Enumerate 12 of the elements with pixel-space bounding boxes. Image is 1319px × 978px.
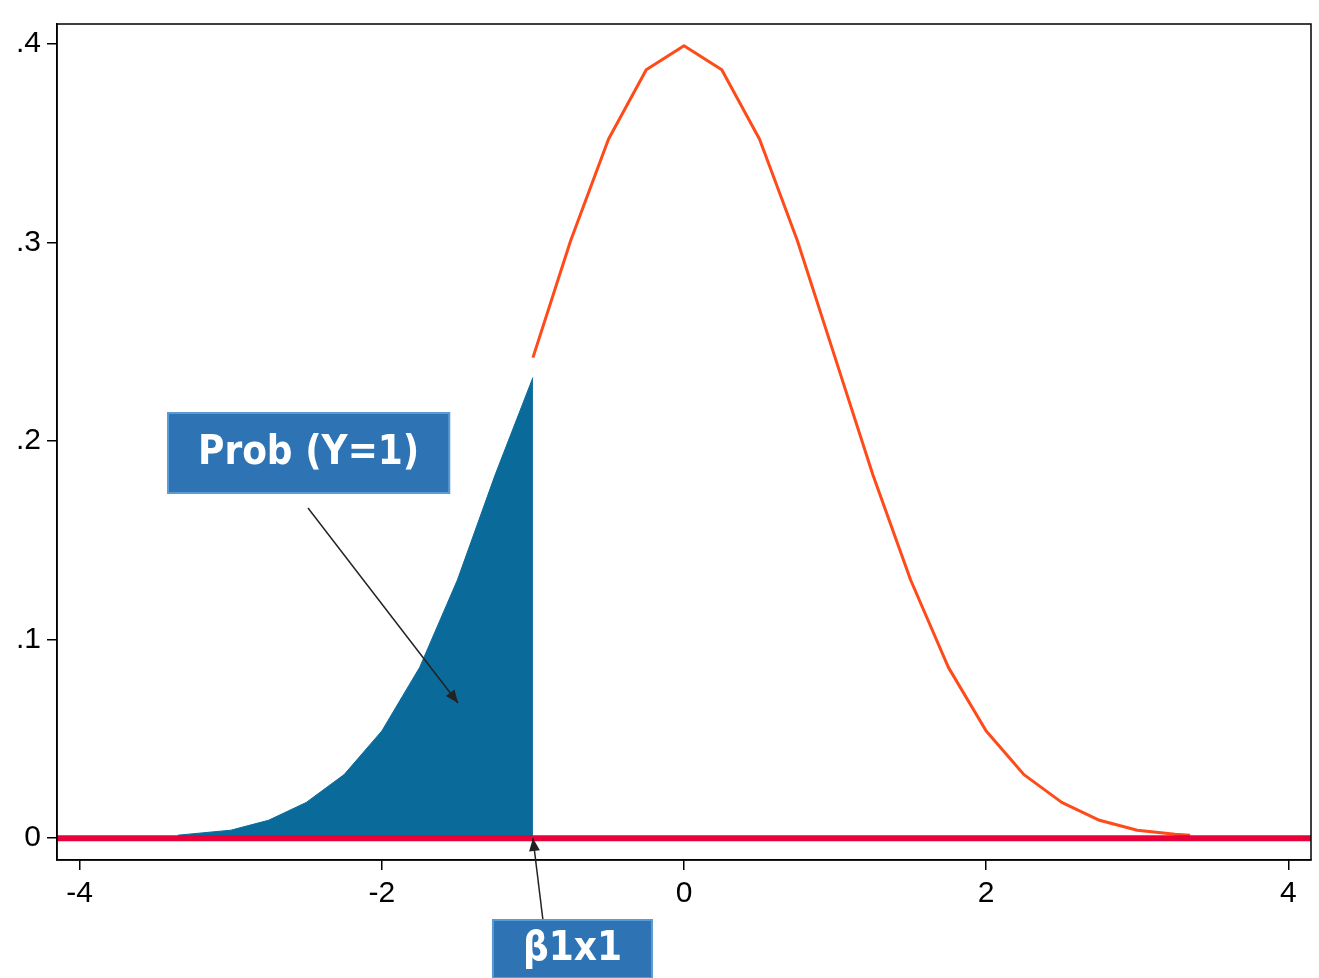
x-tick-label: 0 [675, 875, 693, 909]
x-tick-label: 2 [977, 875, 995, 909]
y-tick-label: .1 [15, 620, 42, 654]
y-tick-label: 0 [24, 819, 42, 853]
x-tick-label: -4 [66, 875, 94, 909]
annotation: Prob (Y=1) [198, 427, 420, 474]
y-tick-label: .4 [15, 25, 42, 59]
y-tick-label: .3 [15, 223, 42, 257]
annotation: β1x1 [522, 923, 622, 970]
x-tick-label: 4 [1279, 875, 1297, 909]
x-tick-label: -2 [368, 875, 396, 909]
y-tick-label: .2 [15, 422, 42, 456]
